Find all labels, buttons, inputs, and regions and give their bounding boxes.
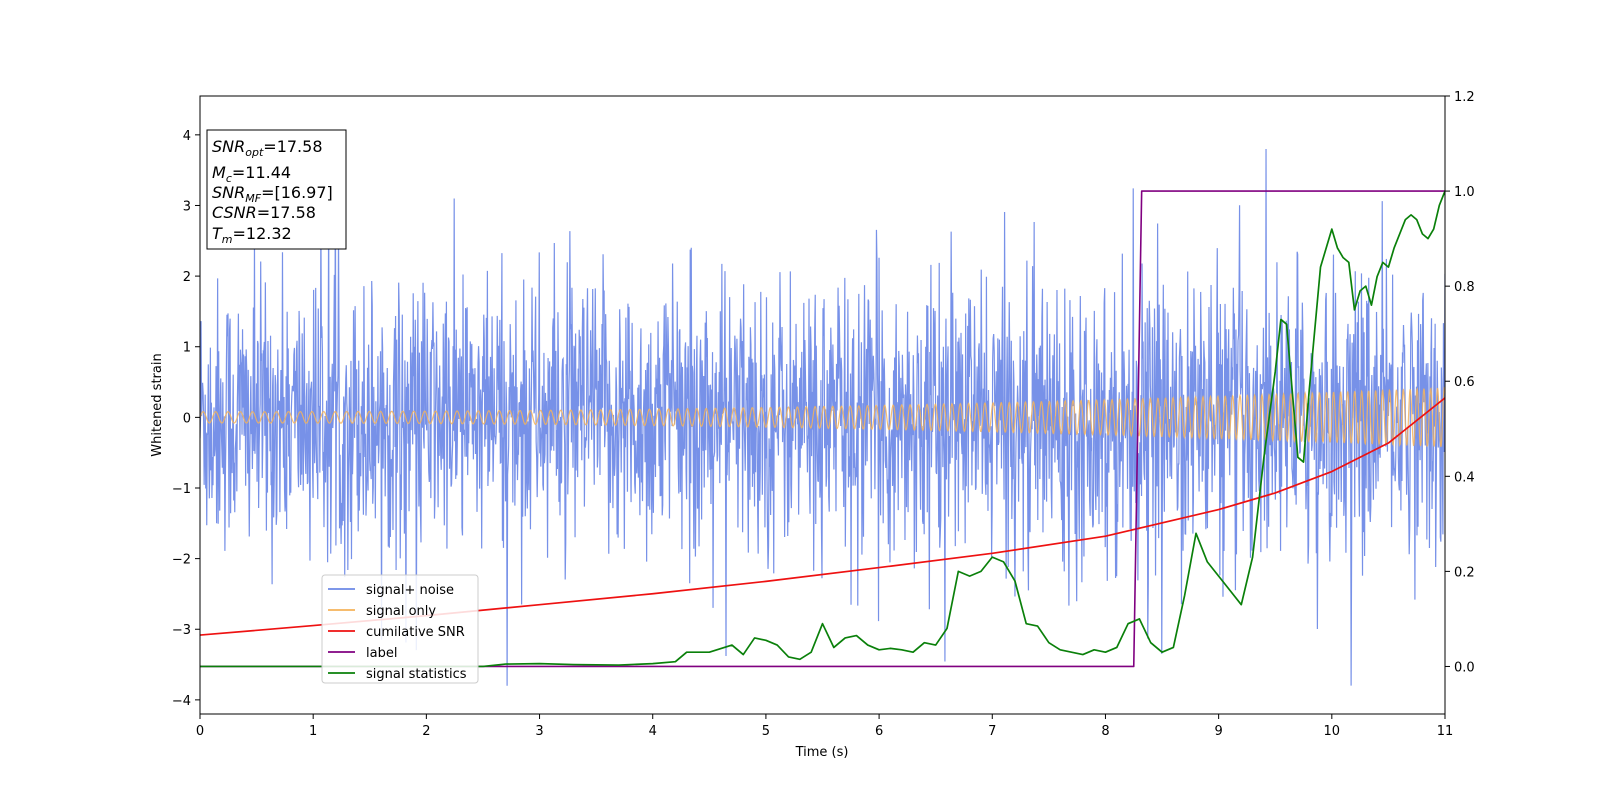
y2-tick-label: 0.8 (1454, 280, 1475, 295)
y-tick-label: −3 (172, 623, 191, 638)
info-csnr: CSNR=17.58 (212, 203, 316, 222)
y-tick-label: 4 (183, 129, 191, 144)
x-tick-label: 9 (1214, 724, 1222, 739)
y-axis-left: −4 −3 −2 −1 0 1 2 3 4 (172, 129, 200, 709)
x-axis-label: Time (s) (795, 745, 849, 760)
y-tick-label: −4 (172, 694, 191, 709)
legend-signal-statistics-label: signal statistics (366, 667, 467, 682)
y2-tick-label: 0.0 (1454, 660, 1475, 675)
x-tick-label: 11 (1437, 724, 1454, 739)
info-mc: Mc=11.44 (212, 163, 291, 185)
x-tick-label: 4 (649, 724, 657, 739)
legend-signal-noise-label: signal+ noise (366, 583, 454, 598)
legend: signal+ noise signal only cumilative SNR la… (321, 574, 479, 684)
legend-signal-only-label: signal only (366, 604, 436, 619)
y2-tick-label: 0.2 (1454, 565, 1475, 580)
x-tick-label: 6 (875, 724, 883, 739)
y-tick-label: 2 (183, 270, 191, 285)
series-signal-statistics (200, 190, 1445, 668)
x-tick-label: 1 (309, 724, 317, 739)
y-tick-label: 0 (183, 411, 191, 426)
x-tick-label: 3 (535, 724, 543, 739)
info-box: SNRopt=17.58 Mc=11.44 SNRMF=[16.97] CSNR… (206, 129, 347, 250)
y-tick-label: 1 (183, 341, 191, 356)
x-axis: 0 1 2 3 4 5 6 7 8 9 10 11 (196, 714, 1453, 739)
legend-label-label: label (366, 646, 397, 661)
x-tick-label: 8 (1101, 724, 1109, 739)
legend-frame (321, 574, 479, 684)
x-tick-label: 10 (1324, 724, 1341, 739)
y2-tick-label: 0.4 (1454, 470, 1475, 485)
y2-tick-label: 1.0 (1454, 185, 1475, 200)
x-tick-label: 2 (422, 724, 430, 739)
x-tick-label: 5 (762, 724, 770, 739)
y-tick-label: −1 (172, 482, 191, 497)
y-axis-label: Whitened strain (150, 353, 165, 456)
y2-tick-label: 0.6 (1454, 375, 1475, 390)
series-label (200, 190, 1445, 668)
plot-frame (199, 95, 1446, 715)
y-tick-label: −2 (172, 553, 191, 568)
info-snr-opt: SNRopt=17.58 (212, 137, 323, 159)
y-tick-label: 3 (183, 199, 191, 214)
info-tm: Tm=12.32 (212, 224, 292, 246)
series-signal-noise (200, 148, 1445, 686)
info-box-frame (206, 129, 347, 250)
y2-tick-label: 1.2 (1454, 90, 1475, 105)
x-tick-label: 0 (196, 724, 204, 739)
x-tick-label: 7 (988, 724, 996, 739)
y-axis-right: 0.0 0.2 0.4 0.6 0.8 1.0 1.2 (1445, 90, 1475, 675)
info-snr-mf: SNRMF=[16.97] (212, 183, 333, 205)
series-signal-only (200, 386, 1445, 448)
legend-cumulative-snr-label: cumilative SNR (366, 625, 465, 640)
